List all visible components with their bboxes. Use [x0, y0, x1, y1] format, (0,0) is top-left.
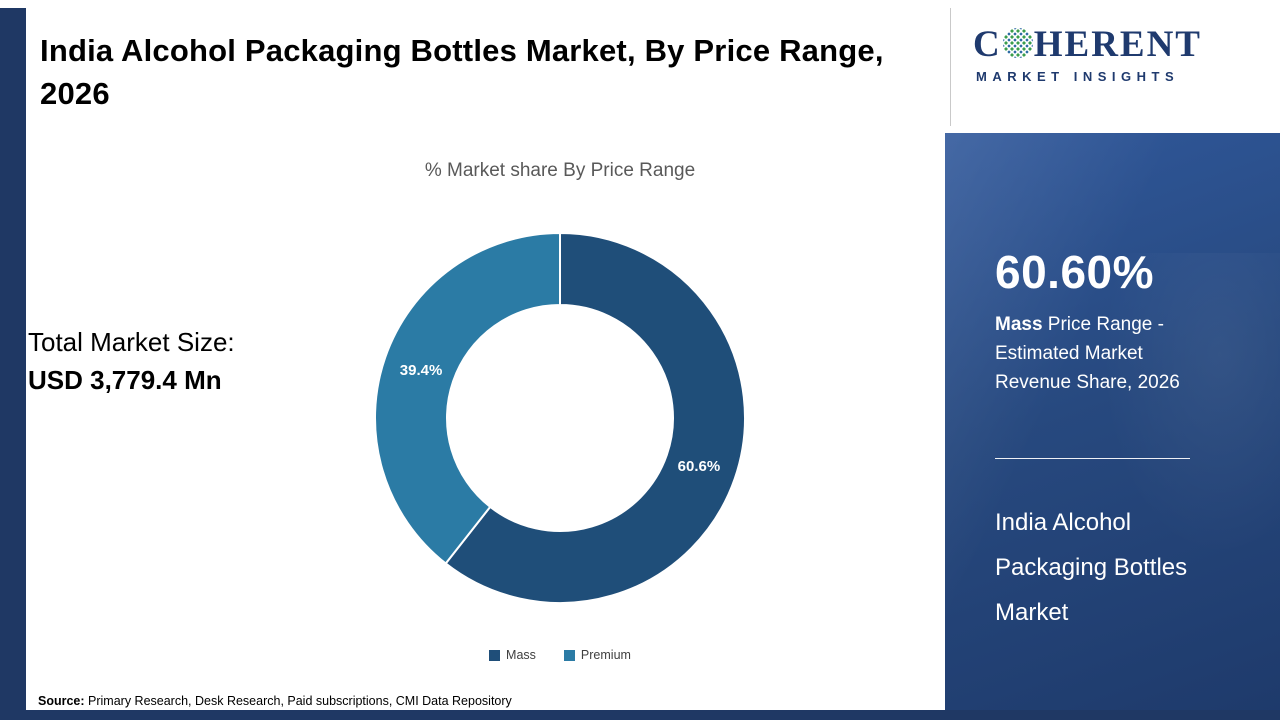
highlight-panel: 60.60% Mass Price Range - Estimated Mark… — [945, 133, 1280, 720]
highlight-stat-segment: Mass — [995, 314, 1043, 335]
left-accent-bar — [0, 8, 26, 720]
panel-market-name: India Alcohol Packaging Bottles Market — [995, 509, 1188, 626]
logo-prefix: C — [973, 24, 1002, 65]
chart-subtitle: % Market share By Price Range — [424, 160, 696, 181]
donut-slice-mass — [444, 231, 747, 604]
source-label: Source: — [38, 694, 85, 708]
legend-swatch-premium — [563, 649, 575, 661]
chart-legend: Mass Premium — [360, 648, 760, 662]
brand-logo: C HERENT MARKET INSIGHTS — [973, 26, 1202, 84]
total-market-size: Total Market Size: USD 3,779.4 Mn — [28, 324, 235, 399]
dotted-globe-icon — [1002, 28, 1033, 58]
page-title: India Alcohol Packaging Bottles Market, … — [40, 33, 884, 111]
logo-divider — [950, 8, 951, 126]
donut-chart-container: 60.6% 39.4% — [370, 228, 750, 608]
logo-area: C HERENT MARKET INSIGHTS — [945, 0, 1280, 133]
highlight-stat: 60.60% — [995, 246, 1155, 298]
brand-logo-wordmark: C HERENT — [973, 26, 1202, 63]
donut-slice-label-premium: 39.4% — [400, 362, 443, 379]
total-market-size-value: USD 3,779.4 Mn — [28, 364, 222, 395]
brand-logo-subtitle: MARKET INSIGHTS — [976, 69, 1180, 84]
donut-slice-label-mass: 60.6% — [678, 458, 721, 475]
highlight-stat-rest: Price Range - Estimated Market Revenue S… — [995, 314, 1180, 393]
donut-chart: 60.6% 39.4% — [374, 231, 747, 604]
highlight-stat-description: Mass Price Range - Estimated Market Reve… — [995, 310, 1223, 397]
legend-label-mass: Mass — [506, 648, 536, 662]
legend-item-premium: Premium — [563, 648, 631, 662]
total-market-size-label: Total Market Size: — [28, 327, 235, 357]
legend-swatch-mass — [489, 649, 501, 661]
source-text: Primary Research, Desk Research, Paid su… — [84, 694, 512, 708]
legend-item-mass: Mass — [489, 648, 536, 662]
right-column: C HERENT MARKET INSIGHTS 60.60% Mass Pric… — [945, 0, 1280, 720]
panel-divider — [995, 458, 1190, 459]
logo-suffix: HERENT — [1033, 24, 1202, 65]
legend-label-premium: Premium — [580, 648, 631, 662]
donut-slice-premium — [374, 231, 561, 565]
bottom-accent-bar — [0, 710, 1280, 720]
source-note: Source: Primary Research, Desk Research,… — [38, 694, 512, 708]
